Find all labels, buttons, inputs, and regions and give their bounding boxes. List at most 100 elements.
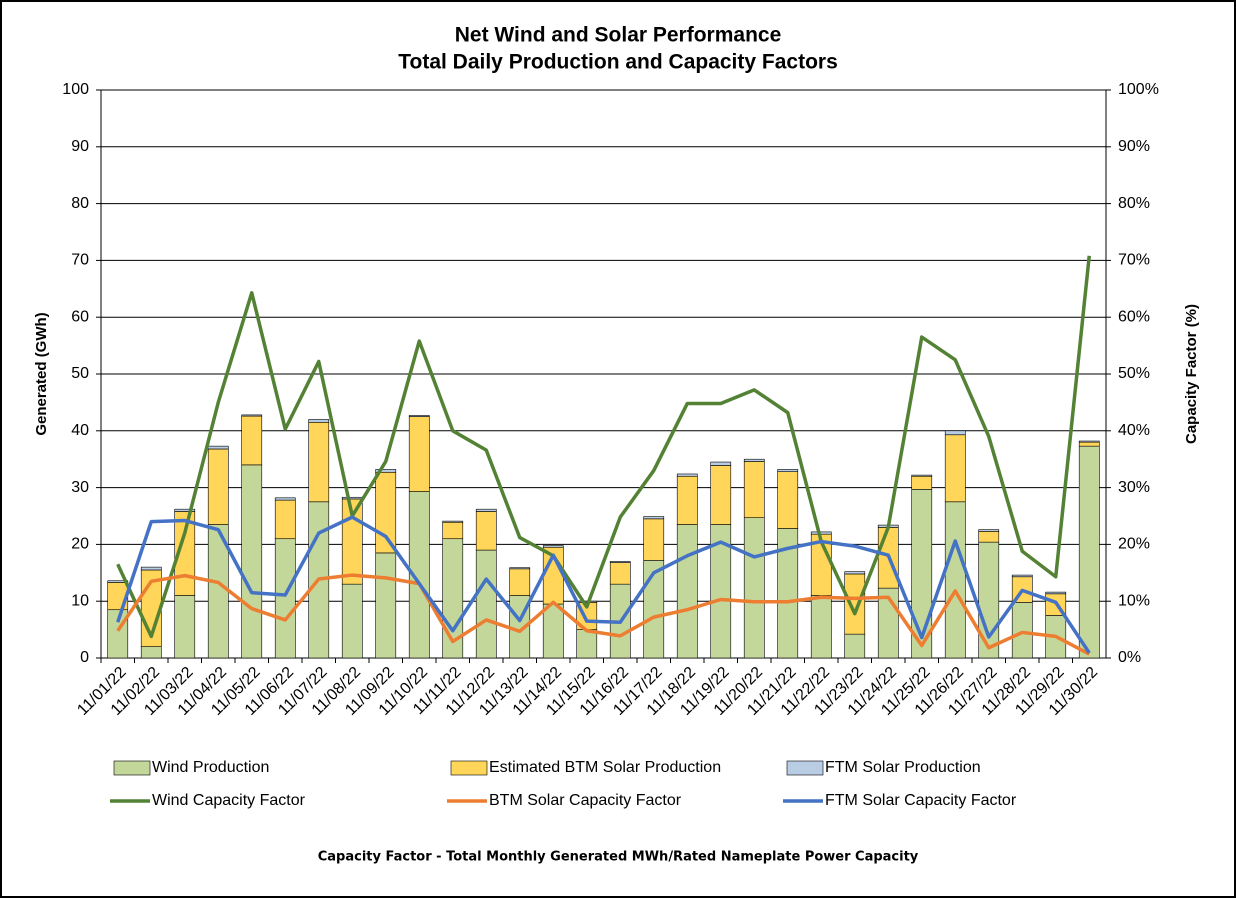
bar bbox=[743, 458, 765, 462]
bar bbox=[810, 595, 832, 659]
bar bbox=[308, 421, 330, 503]
legend-label: Wind Production bbox=[152, 759, 269, 776]
y2-tick-label: 70% bbox=[1118, 252, 1150, 269]
y-axis-title: Generated (GWh) bbox=[33, 312, 50, 435]
bar bbox=[1078, 445, 1100, 659]
bar bbox=[710, 461, 732, 466]
y2-tick-label: 80% bbox=[1118, 195, 1150, 212]
bar bbox=[375, 552, 397, 659]
bar bbox=[944, 501, 966, 659]
y-tick-label: 10 bbox=[71, 592, 89, 609]
y-tick-label: 60 bbox=[71, 308, 89, 325]
y2-axis-title: Capacity Factor (%) bbox=[1183, 304, 1200, 444]
bar bbox=[274, 497, 296, 501]
bar bbox=[844, 633, 866, 659]
bar bbox=[1078, 441, 1100, 447]
bar bbox=[810, 531, 832, 535]
legend-swatch bbox=[113, 760, 151, 776]
bar bbox=[676, 524, 698, 659]
y2-tick-label: 30% bbox=[1118, 479, 1150, 496]
bar bbox=[676, 475, 698, 525]
legend-label: FTM Solar Production bbox=[825, 759, 981, 776]
y2-tick-label: 40% bbox=[1118, 422, 1150, 439]
bar bbox=[944, 430, 966, 436]
bar bbox=[140, 646, 162, 659]
bar bbox=[676, 473, 698, 477]
bar bbox=[643, 518, 665, 561]
chart-title: Net Wind and Solar Performance bbox=[455, 24, 782, 47]
bar bbox=[241, 414, 263, 417]
bar bbox=[743, 461, 765, 519]
y-tick-label: 80 bbox=[71, 195, 89, 212]
bar bbox=[1078, 440, 1100, 443]
bar bbox=[475, 508, 497, 512]
bar bbox=[274, 499, 296, 540]
chart-subtitle: Total Daily Production and Capacity Fact… bbox=[398, 51, 838, 74]
line bbox=[116, 255, 1091, 639]
bar bbox=[743, 517, 765, 659]
bar bbox=[174, 595, 196, 659]
bar bbox=[609, 561, 631, 563]
bar bbox=[911, 475, 933, 490]
bar bbox=[408, 415, 430, 417]
bar bbox=[844, 571, 866, 575]
footnote: Capacity Factor - Total Monthly Generate… bbox=[318, 850, 919, 865]
y-tick-label: 20 bbox=[71, 536, 89, 553]
bar bbox=[408, 416, 430, 492]
bar bbox=[542, 545, 564, 548]
line bbox=[116, 573, 1091, 656]
y-tick-label: 90 bbox=[71, 138, 89, 155]
bar bbox=[375, 469, 397, 473]
bar bbox=[509, 567, 531, 570]
bar bbox=[509, 568, 531, 596]
bar bbox=[1045, 591, 1067, 595]
y2-tick-label: 50% bbox=[1118, 365, 1150, 382]
legend-swatch bbox=[786, 760, 824, 776]
bar bbox=[241, 464, 263, 659]
bar bbox=[911, 474, 933, 477]
bar bbox=[207, 448, 229, 525]
y2-tick-label: 90% bbox=[1118, 138, 1150, 155]
bar bbox=[308, 419, 330, 423]
bar bbox=[442, 521, 464, 540]
y-tick-label: 100 bbox=[62, 81, 89, 98]
bar bbox=[777, 469, 799, 472]
bar bbox=[475, 511, 497, 551]
y-tick-label: 30 bbox=[71, 479, 89, 496]
bar bbox=[978, 541, 1000, 659]
bar bbox=[643, 516, 665, 520]
bar bbox=[207, 445, 229, 450]
bar bbox=[341, 583, 363, 659]
bar bbox=[777, 471, 799, 529]
legend-label: FTM Solar Capacity Factor bbox=[825, 792, 1017, 809]
bar bbox=[542, 603, 564, 659]
bar bbox=[241, 415, 263, 466]
legend-swatch bbox=[450, 760, 488, 776]
bar bbox=[1011, 574, 1033, 578]
y2-tick-label: 60% bbox=[1118, 308, 1150, 325]
bar bbox=[174, 508, 196, 512]
bar bbox=[944, 434, 966, 503]
y-tick-label: 50 bbox=[71, 365, 89, 382]
y-tick-label: 0 bbox=[80, 649, 89, 666]
bar bbox=[609, 562, 631, 585]
y2-tick-label: 10% bbox=[1118, 592, 1150, 609]
bar bbox=[140, 566, 162, 571]
bar bbox=[1011, 602, 1033, 659]
bar bbox=[475, 549, 497, 659]
bar bbox=[844, 573, 866, 635]
y2-tick-label: 0% bbox=[1118, 649, 1141, 666]
bar bbox=[107, 580, 129, 583]
bar bbox=[375, 471, 397, 554]
y2-tick-label: 100% bbox=[1118, 81, 1159, 98]
legend-label: Estimated BTM Solar Production bbox=[489, 759, 721, 776]
y-tick-label: 40 bbox=[71, 422, 89, 439]
legend-label: BTM Solar Capacity Factor bbox=[489, 792, 682, 809]
bar bbox=[576, 629, 598, 659]
bar bbox=[274, 538, 296, 659]
line bbox=[116, 515, 1091, 654]
bar bbox=[978, 529, 1000, 532]
bar bbox=[710, 465, 732, 525]
y-tick-label: 70 bbox=[71, 252, 89, 269]
